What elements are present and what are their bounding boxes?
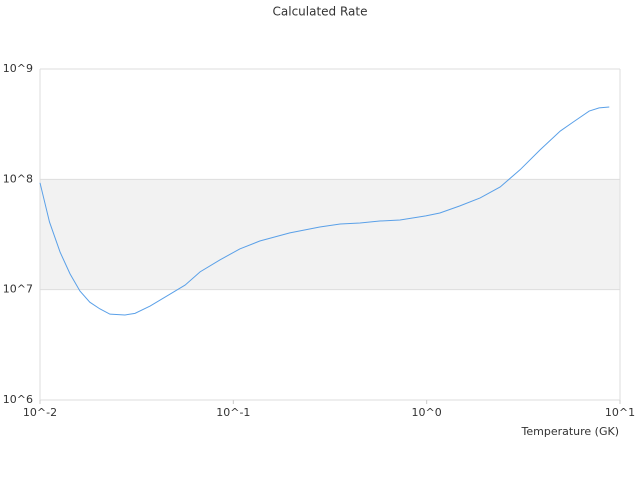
x-tick-label: 10^0 [412,406,442,419]
y-tick-label: 10^7 [3,283,33,296]
x-tick-label: 10^-2 [23,406,57,419]
y-tick-label: 10^9 [3,62,33,75]
x-axis-label: Temperature (GK) [521,425,620,438]
chart-title: Calculated Rate [273,5,368,19]
x-tick-label: 10^-1 [216,406,250,419]
grid-band [40,179,620,290]
y-tick-label: 10^6 [3,393,33,406]
x-tick-label: 10^1 [605,406,635,419]
data-line [39,106,610,316]
y-tick-label: 10^8 [3,172,33,185]
